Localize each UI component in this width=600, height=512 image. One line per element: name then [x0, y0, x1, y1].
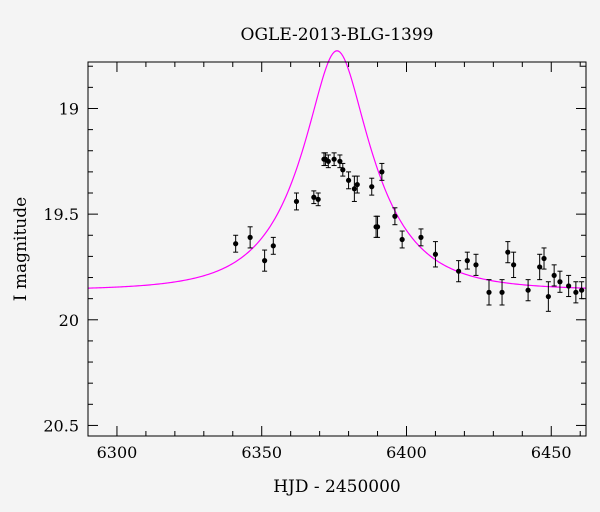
x-tick-label: 6350	[241, 443, 282, 462]
data-point	[379, 169, 385, 175]
data-point	[499, 289, 505, 295]
data-point	[511, 262, 517, 268]
data-point	[551, 272, 557, 279]
plot-area	[87, 50, 587, 312]
data-point	[337, 158, 343, 164]
axis-ticks	[87, 62, 586, 436]
data-point	[566, 283, 572, 289]
data-point	[505, 249, 511, 255]
data-point	[315, 196, 321, 202]
data-point	[325, 158, 331, 164]
data-point	[579, 287, 585, 293]
data-point	[233, 241, 239, 247]
data-point	[247, 234, 253, 240]
tick-labels: 6300 6350 6400 6450 19 19.5 20 20.5	[43, 99, 571, 462]
data-point	[486, 289, 492, 295]
x-tick-label: 6400	[386, 443, 427, 462]
data-point	[354, 181, 360, 188]
x-axis-label: HJD - 2450000	[273, 477, 401, 497]
data-point	[418, 234, 424, 240]
data-point	[537, 264, 543, 270]
x-tick-label: 6450	[531, 443, 572, 462]
y-axis-label: I magnitude	[11, 197, 31, 301]
data-point	[456, 268, 462, 274]
y-tick-label: 19	[59, 99, 79, 118]
data-point	[525, 287, 531, 293]
data-point	[399, 236, 405, 243]
data-point	[311, 194, 317, 200]
data-point	[331, 156, 337, 162]
data-point	[369, 184, 375, 190]
data-point	[345, 177, 352, 183]
data-point	[293, 198, 300, 205]
data-point	[340, 167, 346, 173]
model-curve	[87, 50, 587, 289]
plot-frame	[87, 61, 587, 437]
data-point	[473, 262, 479, 268]
data-point	[464, 258, 470, 264]
data-point	[262, 258, 268, 264]
data-point	[557, 279, 563, 285]
data-point	[351, 186, 357, 192]
data-point	[270, 243, 276, 249]
y-tick-label: 20.5	[43, 416, 79, 435]
y-tick-label: 19.5	[43, 205, 79, 224]
data-point	[541, 255, 547, 262]
x-tick-label: 6300	[97, 443, 138, 462]
y-tick-label: 20	[59, 311, 79, 330]
data-point	[432, 251, 439, 257]
data-point	[545, 293, 551, 300]
data-point	[573, 289, 579, 295]
chart-title: OGLE-2013-BLG-1399	[241, 25, 434, 45]
data-point	[374, 224, 381, 230]
data-point	[392, 213, 398, 219]
